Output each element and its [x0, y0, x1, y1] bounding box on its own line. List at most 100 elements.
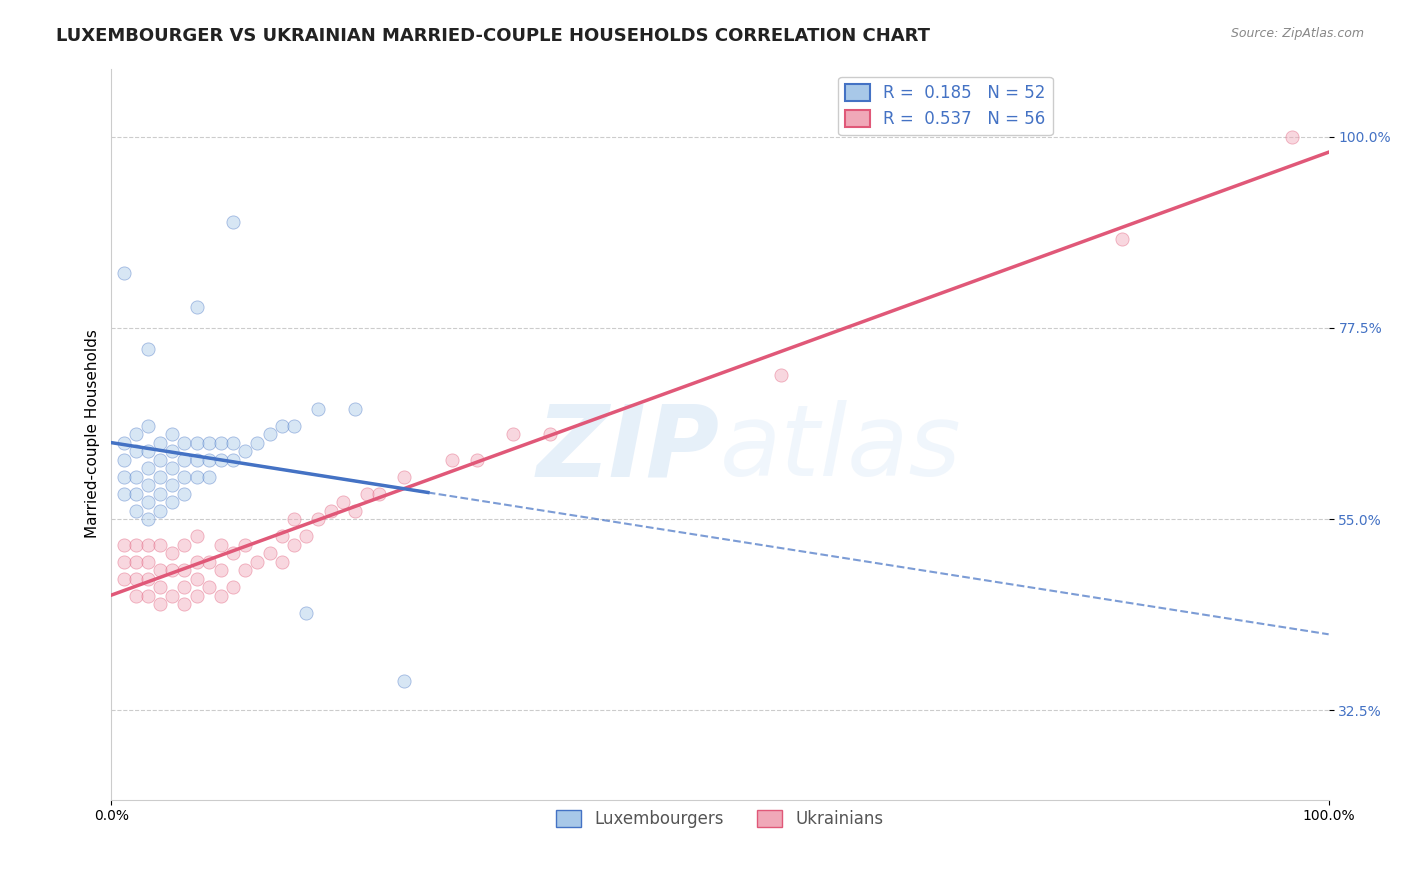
Point	[162, 427, 184, 442]
Point	[136, 444, 159, 458]
Point	[270, 555, 292, 569]
Point	[162, 563, 184, 577]
Point	[149, 537, 172, 551]
Point	[136, 342, 159, 356]
Point	[209, 589, 232, 603]
Point	[162, 444, 184, 458]
Point	[222, 435, 245, 450]
Point	[209, 563, 232, 577]
Point	[197, 452, 219, 467]
Point	[125, 427, 148, 442]
Point	[136, 555, 159, 569]
Text: ZIP: ZIP	[537, 401, 720, 497]
Point	[283, 512, 305, 526]
Point	[136, 537, 159, 551]
Point	[149, 486, 172, 500]
Point	[186, 572, 208, 586]
Text: LUXEMBOURGER VS UKRAINIAN MARRIED-COUPLE HOUSEHOLDS CORRELATION CHART: LUXEMBOURGER VS UKRAINIAN MARRIED-COUPLE…	[56, 27, 931, 45]
Point	[465, 452, 488, 467]
Point	[136, 495, 159, 509]
Point	[186, 529, 208, 543]
Point	[246, 555, 269, 569]
Point	[162, 589, 184, 603]
Point	[332, 495, 354, 509]
Point	[136, 512, 159, 526]
Point	[149, 563, 172, 577]
Point	[125, 555, 148, 569]
Point	[125, 589, 148, 603]
Point	[186, 589, 208, 603]
Point	[112, 555, 135, 569]
Point	[173, 469, 195, 483]
Point	[125, 503, 148, 517]
Point	[125, 444, 148, 458]
Point	[136, 461, 159, 475]
Point	[270, 529, 292, 543]
Point	[259, 427, 281, 442]
Point	[222, 214, 245, 228]
Point	[173, 452, 195, 467]
Point	[186, 555, 208, 569]
Point	[1281, 129, 1303, 144]
Point	[356, 486, 378, 500]
Point	[283, 537, 305, 551]
Y-axis label: Married-couple Households: Married-couple Households	[86, 329, 100, 539]
Point	[197, 469, 219, 483]
Point	[125, 469, 148, 483]
Point	[283, 418, 305, 433]
Point	[307, 401, 329, 416]
Point	[197, 580, 219, 594]
Point	[149, 580, 172, 594]
Point	[149, 469, 172, 483]
Point	[125, 486, 148, 500]
Point	[112, 452, 135, 467]
Point	[173, 537, 195, 551]
Point	[149, 503, 172, 517]
Point	[222, 580, 245, 594]
Text: atlas: atlas	[720, 401, 962, 497]
Point	[173, 580, 195, 594]
Point	[392, 673, 415, 688]
Point	[112, 537, 135, 551]
Point	[149, 597, 172, 611]
Point	[112, 572, 135, 586]
Point	[112, 435, 135, 450]
Point	[295, 529, 318, 543]
Point	[162, 478, 184, 492]
Point	[502, 427, 524, 442]
Point	[259, 546, 281, 560]
Legend: Luxembourgers, Ukrainians: Luxembourgers, Ukrainians	[550, 804, 890, 835]
Point	[149, 435, 172, 450]
Point	[112, 469, 135, 483]
Point	[233, 537, 256, 551]
Point	[343, 503, 366, 517]
Point	[173, 563, 195, 577]
Point	[173, 597, 195, 611]
Point	[270, 418, 292, 433]
Point	[222, 452, 245, 467]
Point	[112, 266, 135, 280]
Point	[209, 435, 232, 450]
Point	[233, 444, 256, 458]
Point	[136, 478, 159, 492]
Point	[246, 435, 269, 450]
Point	[319, 503, 342, 517]
Point	[162, 495, 184, 509]
Point	[222, 546, 245, 560]
Point	[162, 546, 184, 560]
Point	[295, 606, 318, 620]
Point	[173, 435, 195, 450]
Point	[136, 418, 159, 433]
Point	[209, 452, 232, 467]
Point	[197, 435, 219, 450]
Point	[186, 435, 208, 450]
Point	[441, 452, 464, 467]
Point	[125, 537, 148, 551]
Point	[186, 469, 208, 483]
Point	[186, 300, 208, 314]
Point	[392, 469, 415, 483]
Point	[186, 452, 208, 467]
Point	[173, 486, 195, 500]
Point	[112, 486, 135, 500]
Point	[125, 572, 148, 586]
